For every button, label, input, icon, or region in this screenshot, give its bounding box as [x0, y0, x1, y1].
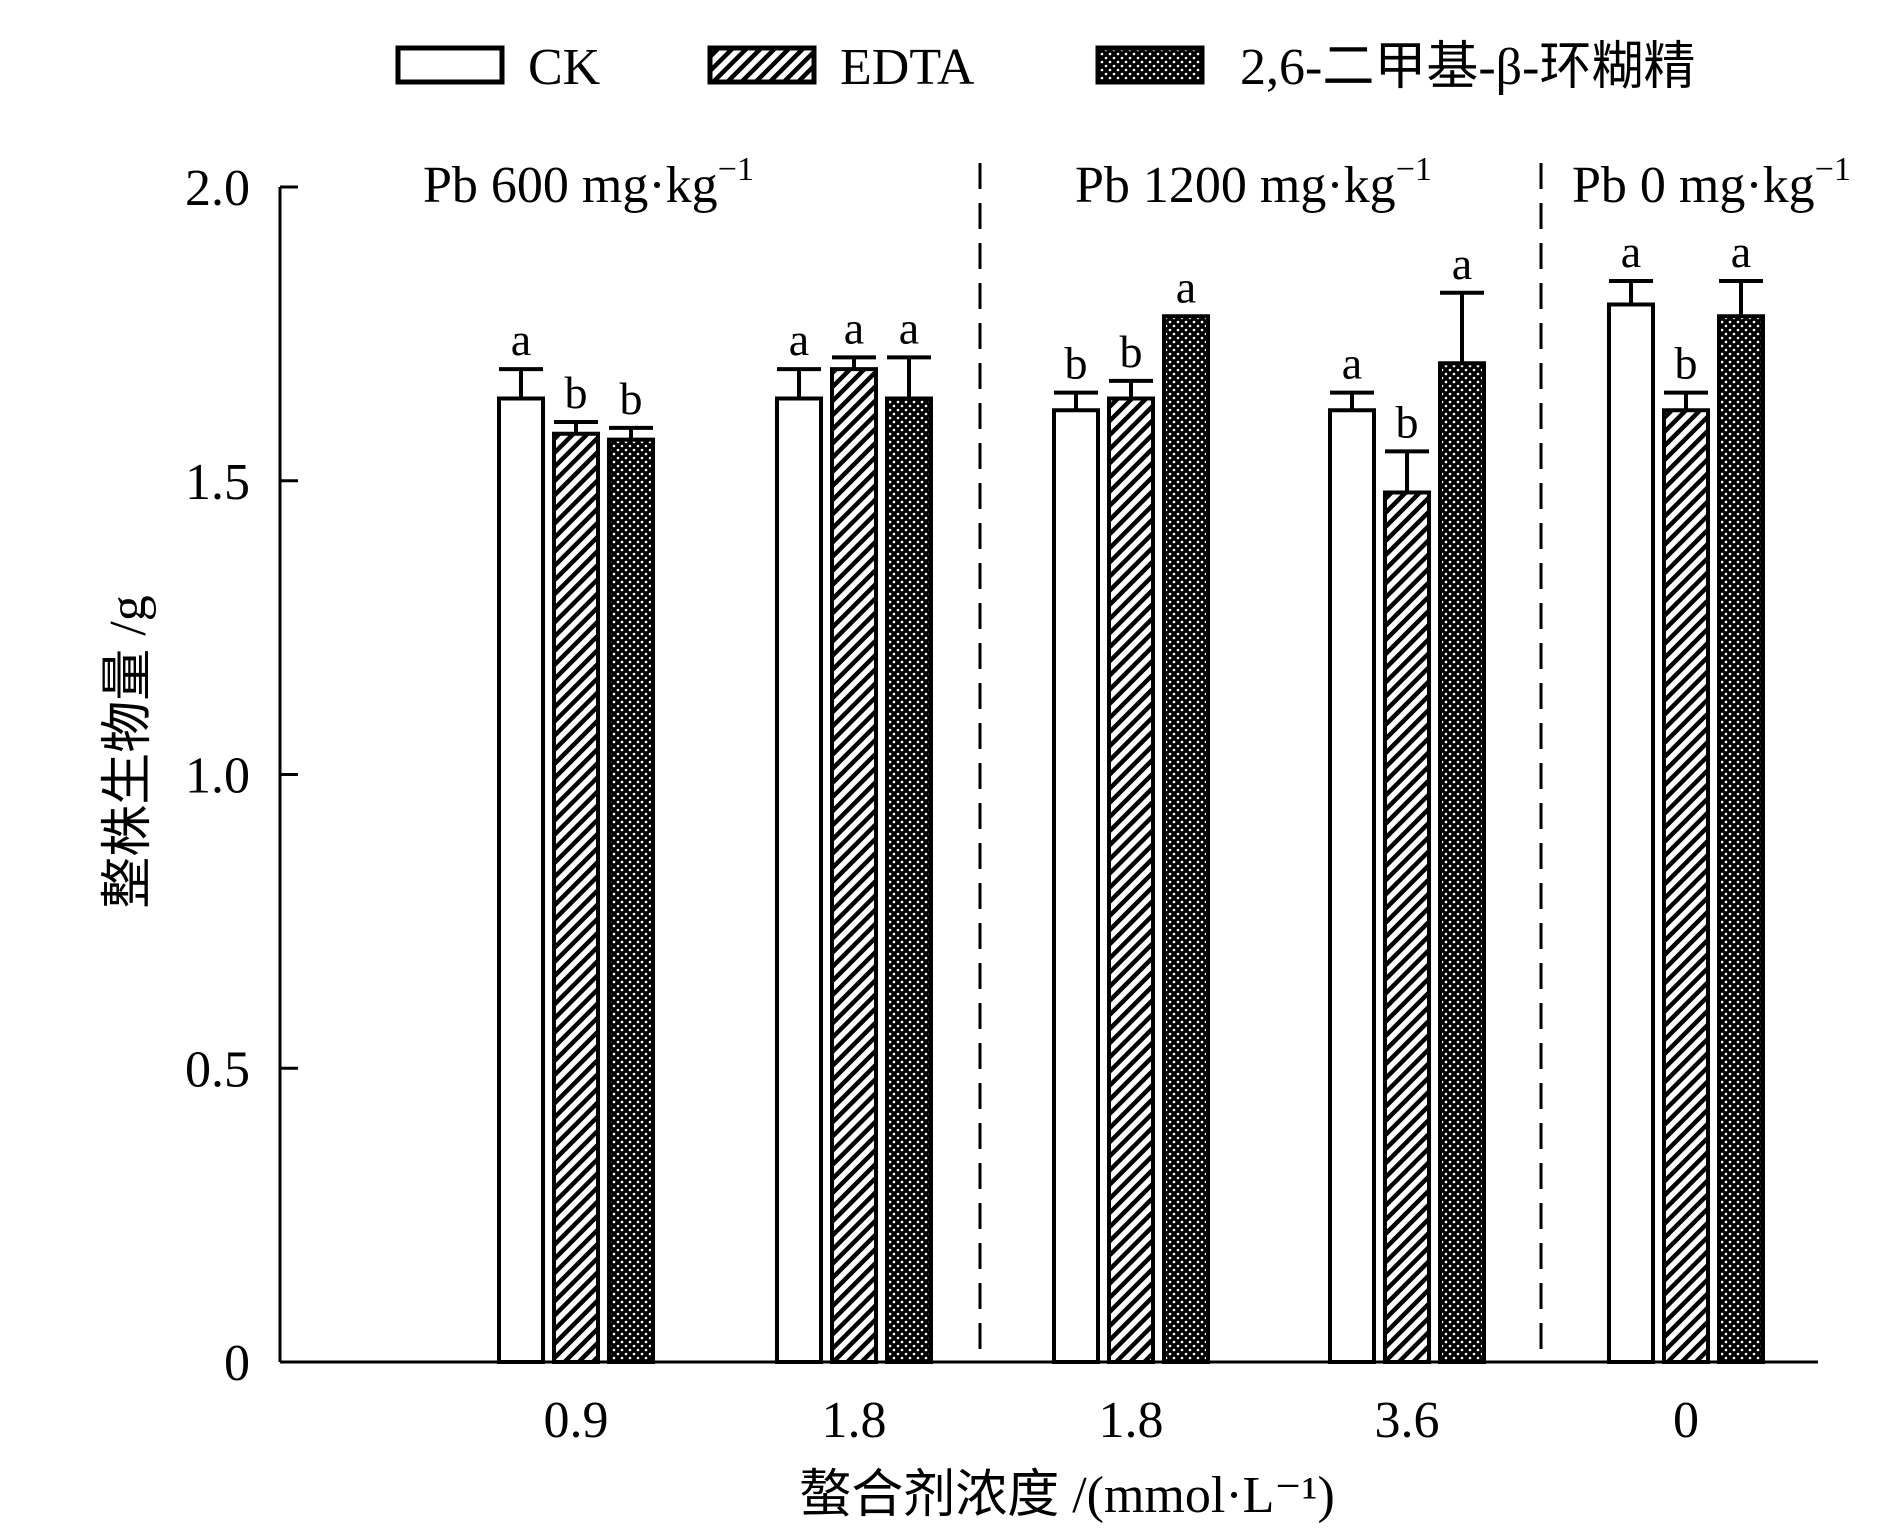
bar-white [1052, 408, 1100, 1364]
legend-label-ck: CK [528, 39, 601, 96]
x-tick-labels: 0.9 1.8 1.8 3.6 0 [544, 1392, 1700, 1449]
significance-letter: b [620, 373, 643, 424]
x-axis-title: 螯合剂浓度 /(mmol·L⁻¹) [799, 1467, 1335, 1524]
bar-hatch [552, 431, 600, 1364]
bar-dots [607, 437, 655, 1364]
legend-label-cyclodextrin: 2,6-二甲基-β-环糊精 [1240, 39, 1695, 96]
group-label-pb600-sup: −1 [718, 151, 754, 188]
bar-hatch [1383, 490, 1431, 1364]
bar-hatch [1662, 408, 1710, 1364]
bar-dots [1162, 314, 1210, 1364]
significance-letter: a [1176, 261, 1196, 312]
significance-letter: a [1452, 238, 1472, 289]
y-tick-label: 2.0 [185, 160, 250, 217]
significance-letter: a [899, 302, 919, 353]
y-tick-label: 0 [224, 1335, 250, 1392]
significance-letter: b [1065, 338, 1088, 389]
x-tick-label: 0.9 [544, 1392, 609, 1449]
legend-swatch-edta [707, 45, 817, 85]
legend-swatch-ck [395, 45, 505, 85]
group-label-pb1200-sup: −1 [1396, 151, 1432, 188]
legend-item-cyclodextrin: 2,6-二甲基-β-环糊精 [1095, 39, 1695, 96]
significance-letter: a [844, 302, 864, 353]
bar-hatch [830, 367, 878, 1364]
bar-dots [1438, 361, 1486, 1364]
bar-white [1607, 302, 1655, 1364]
x-tick-label: 0 [1673, 1392, 1699, 1449]
y-tick-label: 1.5 [185, 454, 250, 511]
significance-letter: a [511, 314, 531, 365]
x-tick-label: 1.8 [1099, 1392, 1164, 1449]
legend: CK EDTA 2,6-二甲基-β-环糊精 [395, 39, 1695, 96]
group-label-pb1200: Pb 1200 mg·kg−1 [1075, 151, 1432, 214]
bar-dots [885, 396, 933, 1364]
y-tick-label: 1.0 [185, 748, 250, 805]
group-label-pb0: Pb 0 mg·kg−1 [1572, 151, 1851, 214]
group-label-pb600-main: Pb 600 mg·kg [423, 157, 718, 214]
group-label-pb0-main: Pb 0 mg·kg [1572, 157, 1815, 214]
y-tick-label: 0.5 [185, 1041, 250, 1098]
legend-item-ck: CK [395, 39, 601, 96]
significance-letter: b [1120, 326, 1143, 377]
significance-letter: a [1621, 226, 1641, 277]
bar-hatch [1107, 396, 1155, 1364]
significance-letter: a [1731, 226, 1751, 277]
group-label-pb600: Pb 600 mg·kg−1 [423, 151, 754, 214]
group-label-pb0-sup: −1 [1815, 151, 1851, 188]
x-tick-label: 1.8 [822, 1392, 887, 1449]
group-label-pb1200-main: Pb 1200 mg·kg [1075, 157, 1396, 214]
significance-letter: a [789, 314, 809, 365]
x-tick-label: 3.6 [1375, 1392, 1440, 1449]
significance-letter: b [1675, 338, 1698, 389]
y-axis-title: 整株生物量 /g [100, 595, 157, 908]
bar-white [1328, 408, 1376, 1364]
significance-letter: b [565, 367, 588, 418]
bar-white [775, 396, 823, 1364]
y-ticks: 0 0.5 1.0 1.5 2.0 [185, 160, 298, 1392]
legend-item-edta: EDTA [707, 39, 975, 96]
bar-white [497, 396, 545, 1364]
legend-label-edta: EDTA [840, 39, 975, 96]
bar-dots [1717, 314, 1765, 1364]
legend-swatch-cyclodextrin [1095, 45, 1205, 85]
significance-letter: a [1342, 338, 1362, 389]
significance-letter: b [1396, 396, 1419, 447]
